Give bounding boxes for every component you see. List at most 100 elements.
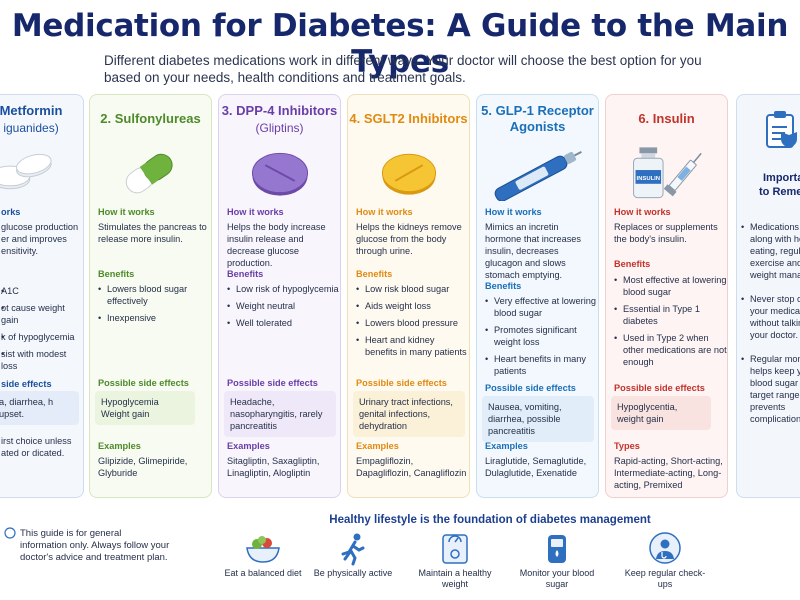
tip-label: Monitor your blood sugar (519, 568, 595, 589)
sglt2-benefit: Lowers blood pressure (356, 317, 469, 329)
glp1-side-title: Possible side effects (485, 383, 576, 393)
insulin-title: 6. Insulin (638, 111, 695, 126)
dpp4-examples-title: Examples (227, 441, 270, 451)
dpp4-side-title: Possible side effects (227, 378, 318, 388)
dpp4-subtitle: (Gliptins) (255, 121, 304, 135)
glp1-benefit: Promotes significant weight loss (485, 324, 598, 348)
dpp4-benefits: Low risk of hypoglycemia Weight neutral … (227, 283, 340, 334)
insulin-benefit: Used in Type 2 when other medications ar… (614, 332, 727, 368)
sulfonylureas-examples-text: Glipizide, Glimepiride, Glyburide (98, 456, 188, 478)
dpp4-benefits-title: Benefits (227, 269, 264, 279)
sglt2-how-title: How it works (356, 207, 413, 217)
sglt2-benefit: Heart and kidney benefits in many patien… (356, 334, 469, 358)
insulin-how-text: Replaces or supplements the body's insul… (614, 222, 718, 244)
sglt2-side-text: Urinary tract infections, genital infect… (353, 391, 465, 437)
insulin-side-text: Hypoglycentia, weight gain (611, 396, 711, 430)
info-icon (4, 527, 16, 539)
glp1-benefits: Very effective at lowering blood sugar P… (485, 295, 598, 382)
sulfonylureas-benefit: Inexpensive (98, 312, 211, 324)
insulin-vial-syringe-icon: INSULIN (633, 147, 702, 199)
glp1-benefit: Very effective at lowering blood sugar (485, 295, 598, 319)
dpp4-tablet-icon (251, 152, 309, 196)
tip-label: Eat a balanced diet (224, 568, 302, 578)
dpp4-benefit: Low risk of hypoglycemia (227, 283, 340, 295)
card-sglt2: 4. SGLT2 Inhibitors How it works Helps t… (347, 94, 470, 498)
metformin-subtitle: iguanides) (3, 121, 59, 135)
glp1-benefit: Heart benefits in many patients (485, 353, 598, 377)
important-subtitle: to Remem (759, 186, 800, 198)
glucose-meter-icon (548, 535, 566, 563)
important-list: Medications w along with he eating, regu… (741, 221, 800, 430)
insulin-benefits: Most effective at lowering blood sugar E… (614, 274, 727, 373)
sglt2-title: 4. SGLT2 Inhibitors (349, 111, 468, 126)
sulfonylureas-benefits-title: Benefits (98, 269, 135, 279)
tip-healthy-weight: Maintain a healthy weight (410, 532, 500, 590)
sglt2-side-title: Possible side effects (356, 378, 447, 388)
dpp4-benefit: Weight neutral (227, 300, 340, 312)
metformin-examples-text: irst choice unless ated or dicated. (1, 436, 72, 458)
card-sulfonylureas: 2. Sulfonylureas How it works Stimulates… (89, 94, 212, 498)
tip-label: Keep regular check-ups (624, 568, 706, 589)
insulin-types-text: Rapid-acting, Short-acting, Intermediate… (614, 456, 723, 490)
glp1-examples-text: Liraglutide, Semaglutide, Dulaglutide, E… (485, 456, 587, 478)
running-person-icon (341, 533, 365, 566)
sglt2-benefits: Low risk blood sugar Aids weight loss Lo… (356, 283, 469, 363)
glp1-title: 5. GLP-1 Receptor (481, 103, 594, 118)
glp1-subtitle: Agonists (509, 119, 566, 134)
tip-label: Maintain a healthy weight (418, 568, 492, 589)
card-dpp4: 3. DPP-4 Inhibitors (Gliptins) How it wo… (218, 94, 341, 498)
dpp4-how-text: Helps the body increase insulin release … (227, 222, 326, 268)
card-metformin: Metformin iguanides) orks glucose produc… (0, 94, 84, 498)
injection-pen-icon (494, 150, 582, 201)
capsule-icon (125, 153, 173, 194)
clipboard-icon (766, 111, 797, 148)
important-item: Regular mon helps keep y blood sugar tar… (741, 353, 800, 425)
metformin-benefit: ot cause weight gain (1, 302, 83, 326)
sulfonylureas-side-text: Hypoglycemia Weight gain (95, 391, 195, 425)
important-item: Never stop o your medicat without talkin… (741, 293, 800, 341)
card-insulin: 6. Insulin INSULIN How it works Replaces… (605, 94, 728, 498)
sulfonylureas-examples-title: Examples (98, 441, 141, 451)
vial-label: INSULIN (637, 176, 661, 182)
dpp4-side-text: Headache, nasopharyngitis, rarely pancre… (224, 391, 336, 437)
metformin-title: Metformin (0, 103, 63, 118)
intro-text: Different diabetes medications work in d… (104, 53, 702, 85)
metformin-benefit: A1C (1, 285, 83, 297)
important-title: Importa (763, 172, 800, 184)
medication-cards: Metformin iguanides) orks glucose produc… (0, 94, 800, 500)
insulin-types-title: Types (614, 441, 640, 451)
dpp4-benefit: Well tolerated (227, 317, 340, 329)
sglt2-examples-text: Empagliflozin, Dapagliflozin, Canagliflo… (356, 456, 467, 478)
insulin-how-title: How it works (614, 207, 671, 217)
card-glp1: 5. GLP-1 Receptor Agonists How it works … (476, 94, 599, 498)
bottom-bar: This guide is for general information on… (0, 506, 800, 600)
disclaimer: This guide is for general information on… (20, 528, 170, 563)
sulfonylureas-how-text: Stimulates the pancreas to release more … (98, 222, 207, 244)
dpp4-title: 3. DPP-4 Inhibitors (221, 103, 338, 118)
important-item: Medications w along with he eating, regu… (741, 221, 800, 281)
metformin-benefit: sist with modest loss (1, 348, 83, 372)
metformin-side-title: side effects (1, 379, 52, 389)
metformin-benefit: k of hypoglycemia (1, 331, 83, 343)
glp1-side-text: Nausea, vomiting, diarrhea, possible pan… (482, 396, 594, 442)
sulfonylureas-how-title: How it works (98, 207, 155, 217)
sulfonylureas-side-title: Possible side effects (98, 378, 189, 388)
food-bowl-icon (246, 536, 280, 563)
metformin-pills-icon (0, 153, 52, 190)
sulfonylureas-title: 2. Sulfonylureas (100, 111, 201, 126)
metformin-benefits: A1C ot cause weight gain k of hypoglycem… (1, 285, 83, 377)
glp1-examples-title: Examples (485, 441, 528, 451)
glp1-how-title: How it works (485, 207, 542, 217)
sglt2-tablet-icon (381, 153, 437, 195)
sulfonylureas-benefit: Lowers blood sugar effectively (98, 283, 211, 307)
dpp4-how-title: How it works (227, 207, 284, 217)
sglt2-benefit: Low risk blood sugar (356, 283, 469, 295)
glp1-benefits-title: Benefits (485, 281, 522, 291)
glp1-how-text: Mimics an incretin hormone that increase… (485, 222, 582, 280)
sglt2-benefit: Aids weight loss (356, 300, 469, 312)
metformin-side-text: a, diarrhea, h upset. (0, 391, 79, 425)
tip-label: Be physically active (313, 568, 393, 578)
sglt2-how-text: Helps the kidneys remove glucose from th… (356, 222, 462, 256)
sulfonylureas-benefits: Lowers blood sugar effectively Inexpensi… (98, 283, 211, 329)
metformin-how-text: glucose production er and improves ensit… (1, 222, 79, 256)
